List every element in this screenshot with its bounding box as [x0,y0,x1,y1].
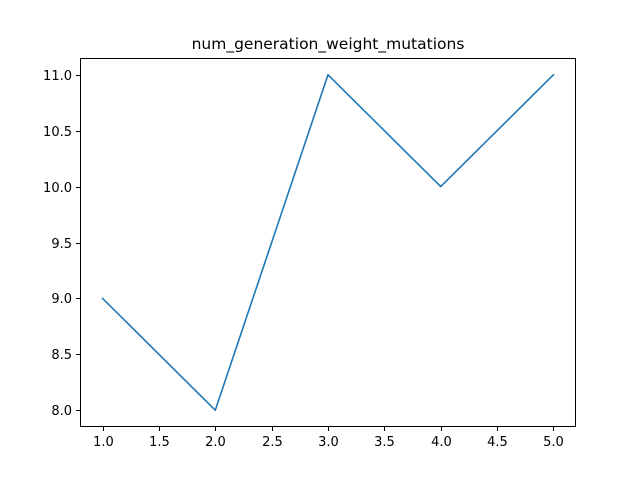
y-tick-label: 9.0 [51,292,72,307]
y-tick-label: 9.5 [51,237,72,252]
y-axis: 8.0 8.5 9.0 9.5 10.0 10.5 11.0 [43,69,80,419]
plot-frame [80,58,576,427]
x-tick-label: 1.0 [93,435,114,450]
series-line-1 [101,73,555,412]
x-tick-label: 2.0 [205,435,226,450]
x-tick-label: 5.0 [543,435,564,450]
x-tick-label: 4.0 [431,435,452,450]
x-tick-label: 4.5 [487,435,508,450]
x-tick-label: 1.5 [149,435,170,450]
x-tick-label: 3.5 [374,435,395,450]
x-axis: 1.0 1.5 2.0 2.5 3.0 3.5 4.0 4.5 5.0 [93,427,564,450]
y-tick-label: 11.0 [43,69,72,84]
y-tick-label: 8.5 [51,348,72,363]
plot-area: 1.0 1.5 2.0 2.5 3.0 3.5 4.0 4.5 5.0 8.0 8.5 9.0 9.5… [43,58,576,450]
x-tick-label: 2.5 [262,435,283,450]
x-tick-label: 3.0 [318,435,339,450]
series-layer [101,73,555,412]
y-tick-label: 10.0 [43,181,72,196]
chart-title: num_generation_weight_mutations [192,35,465,54]
y-tick-label: 8.0 [51,404,72,419]
y-tick-label: 10.5 [43,125,72,140]
